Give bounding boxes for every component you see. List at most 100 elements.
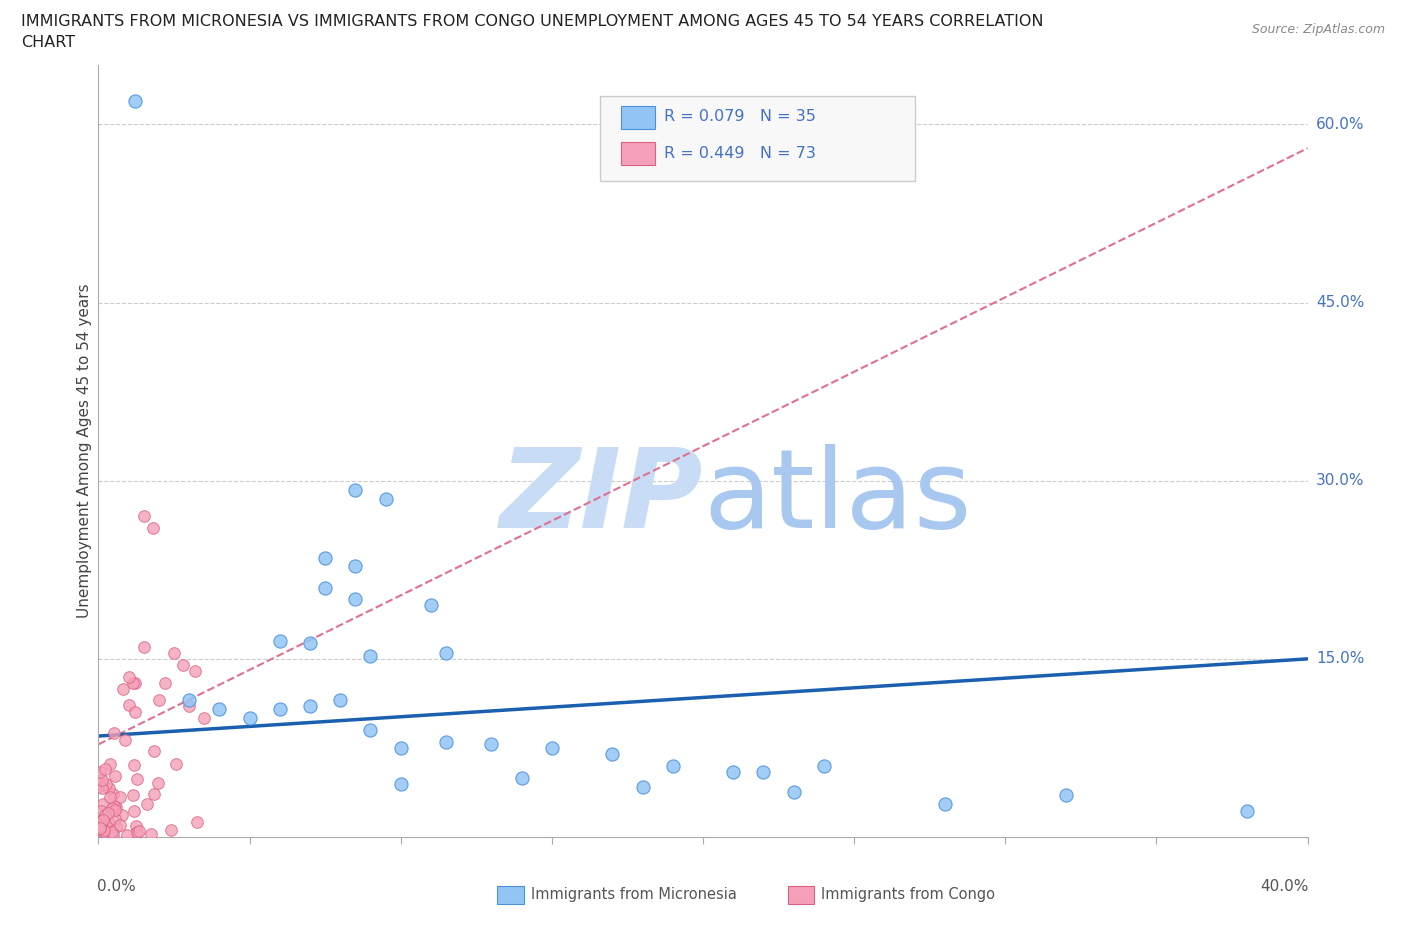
Point [360,649,382,664]
Text: Immigrants from Congo: Immigrants from Congo [821,887,995,902]
Point [93,807,115,822]
Point [93,825,115,840]
Point [1054,788,1077,803]
Point [94,777,117,791]
Point [160,822,183,837]
Point [110,790,132,804]
Point [434,645,457,660]
Point [125,825,148,840]
Point [91,813,114,828]
Point [124,705,146,720]
Point [97,806,120,821]
Point [374,491,396,506]
Point [122,804,145,818]
Text: ZIP: ZIP [499,444,703,551]
Point [163,645,186,660]
Point [723,764,745,779]
Point [299,636,322,651]
Point [602,747,624,762]
Point [104,803,127,817]
Point [89,764,111,779]
Point [98,780,121,795]
Point [90,804,112,818]
Point [934,796,956,811]
Point [344,483,367,498]
Point [172,658,194,672]
Point [661,758,683,773]
Text: atlas: atlas [703,444,972,551]
Point [193,711,215,725]
Point [89,823,111,838]
Text: 0.0%: 0.0% [97,880,136,895]
Point [111,807,134,822]
Text: R = 0.449   N = 73: R = 0.449 N = 73 [664,146,815,162]
Point [132,509,155,524]
Point [344,559,367,574]
Point [165,757,187,772]
Point [783,784,806,799]
Point [89,815,111,830]
Point [100,800,122,815]
Text: IMMIGRANTS FROM MICRONESIA VS IMMIGRANTS FROM CONGO UNEMPLOYMENT AMONG AGES 45 T: IMMIGRANTS FROM MICRONESIA VS IMMIGRANTS… [21,14,1043,29]
Point [540,740,562,755]
Point [93,797,115,812]
Point [1236,804,1258,818]
Point [89,777,111,791]
Point [122,788,145,803]
Point [124,818,146,833]
Point [101,825,124,840]
Text: 15.0%: 15.0% [1316,651,1364,667]
Bar [621,142,655,166]
Point [104,800,127,815]
Bar [498,885,524,904]
FancyBboxPatch shape [600,96,915,180]
Point [631,779,654,794]
Text: R = 0.079   N = 35: R = 0.079 N = 35 [664,110,815,125]
Point [420,598,443,613]
Point [132,640,155,655]
Point [124,675,146,690]
Point [299,699,322,714]
Point [179,693,201,708]
Point [101,787,124,802]
Point [89,820,111,835]
Point [329,693,352,708]
Point [100,790,122,804]
Point [186,815,208,830]
Text: 60.0%: 60.0% [1316,117,1364,132]
Point [93,822,115,837]
Point [98,757,121,772]
Bar [787,885,814,904]
Point [114,733,136,748]
Point [117,827,139,842]
Point [139,826,162,841]
Point [101,827,124,842]
Point [128,824,150,839]
Point [389,740,412,755]
Point [481,737,503,751]
Point [146,776,169,790]
Point [179,699,201,714]
Y-axis label: Unemployment Among Ages 45 to 54 years: Unemployment Among Ages 45 to 54 years [77,284,91,618]
Text: Source: ZipAtlas.com: Source: ZipAtlas.com [1251,23,1385,36]
Point [91,773,114,788]
Point [111,681,134,696]
Point [104,811,127,826]
Text: 40.0%: 40.0% [1260,880,1309,895]
Point [344,592,367,607]
Point [269,701,291,716]
Point [752,764,775,779]
Point [104,768,127,783]
Bar [621,106,655,129]
Point [93,811,115,826]
Point [89,822,111,837]
Point [103,799,125,814]
Point [389,777,412,791]
Text: 30.0%: 30.0% [1316,473,1364,488]
Point [142,521,165,536]
Point [314,580,336,595]
Point [103,725,125,740]
Point [143,743,166,758]
Point [108,817,131,832]
Point [90,818,112,833]
